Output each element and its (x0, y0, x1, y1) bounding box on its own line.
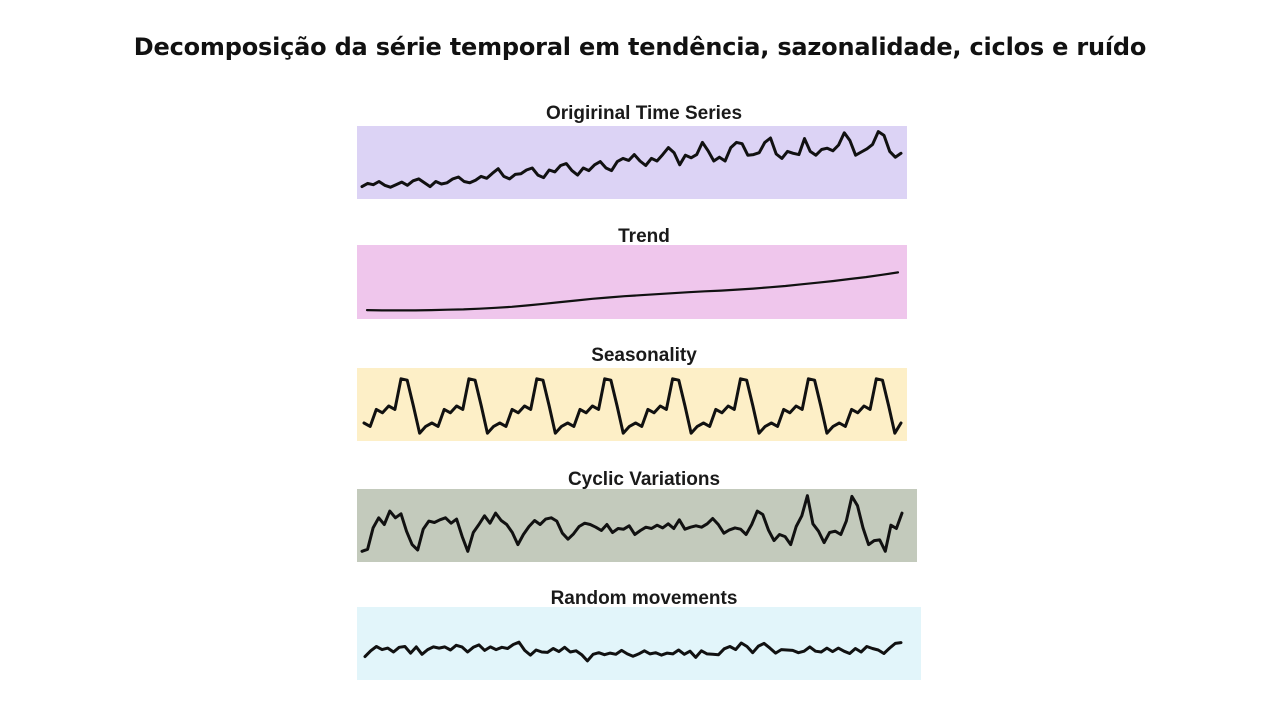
panel-random-movements-title: Random movements (551, 588, 738, 609)
panel-random-movements: Random movements (357, 588, 921, 680)
panel-original-series: Origirinal Time Series (357, 103, 907, 199)
panel-seasonality: Seasonality (357, 345, 907, 441)
panel-seasonality-background (357, 368, 907, 441)
cyclic-variations-line (360, 494, 904, 553)
panel-cyclic-variations-background (357, 489, 917, 562)
panel-original-series-title: Origirinal Time Series (546, 103, 742, 124)
slide-title: Decomposição da série temporal em tendên… (133, 33, 1147, 61)
random-movements-line (363, 640, 903, 663)
trend-line (365, 271, 900, 312)
original-series-line (360, 130, 903, 189)
panel-original-series-background (357, 126, 907, 199)
panel-trend: Trend (357, 226, 907, 319)
panel-cyclic-variations-title: Cyclic Variations (568, 469, 720, 490)
panel-seasonality-title: Seasonality (591, 345, 697, 366)
panel-trend-title: Trend (618, 226, 670, 247)
panel-random-movements-background (357, 607, 921, 680)
panel-cyclic-variations: Cyclic Variations (357, 469, 917, 562)
seasonality-line (362, 377, 903, 435)
